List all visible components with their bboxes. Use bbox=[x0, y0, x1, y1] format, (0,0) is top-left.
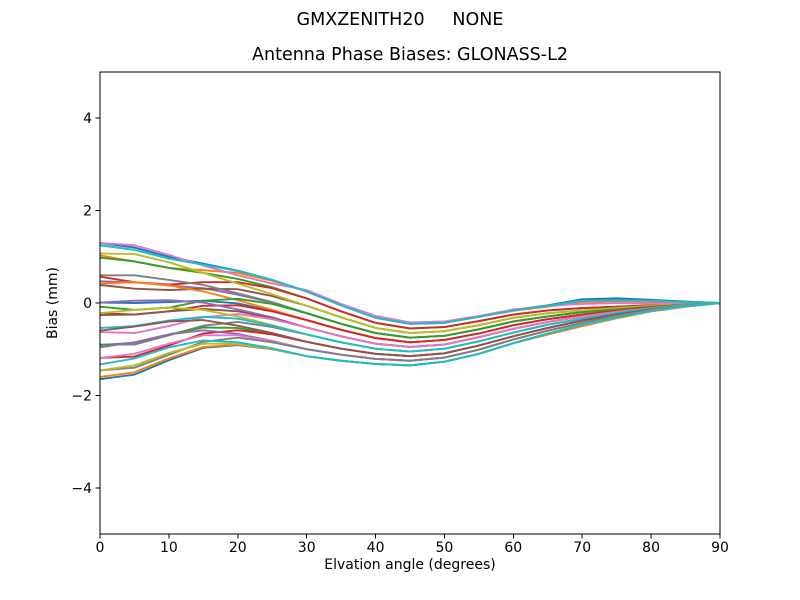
series-line-8 bbox=[99, 252, 721, 334]
y-axis-label: Bias (mm) bbox=[45, 267, 61, 339]
y-tick-label: −2 bbox=[71, 388, 92, 404]
y-tick-label: 2 bbox=[83, 204, 92, 220]
x-tick-label: 20 bbox=[229, 540, 247, 556]
x-tick-label: 70 bbox=[573, 540, 591, 556]
x-tick-label: 90 bbox=[711, 540, 729, 556]
x-tick-label: 30 bbox=[298, 540, 316, 556]
x-tick-label: 80 bbox=[642, 540, 660, 556]
series-lines bbox=[99, 241, 721, 381]
tick-labels: 0 10 20 30 40 50 60 70 80 90 −4 −2 0 2 4 bbox=[71, 111, 729, 556]
x-tick-label: 60 bbox=[504, 540, 522, 556]
x-axis-label: Elvation angle (degrees) bbox=[324, 557, 495, 573]
series-line-29 bbox=[99, 302, 721, 367]
axes-frame bbox=[95, 71, 721, 539]
x-tick-label: 10 bbox=[160, 540, 178, 556]
x-tick-label: 50 bbox=[435, 540, 453, 556]
series-line-9 bbox=[99, 244, 721, 325]
x-tick-label: 40 bbox=[367, 540, 385, 556]
series-line-27 bbox=[99, 302, 721, 372]
y-tick-label: 0 bbox=[83, 296, 92, 312]
figure-suptitle: GMXZENITH20 NONE bbox=[297, 10, 504, 30]
series-line-12 bbox=[99, 297, 721, 339]
y-tick-label: −4 bbox=[71, 481, 92, 497]
y-tick-label: 4 bbox=[83, 111, 92, 127]
series-line-3 bbox=[99, 275, 721, 330]
axes-title: Antenna Phase Biases: GLONASS-L2 bbox=[252, 45, 568, 65]
x-tick-label: 0 bbox=[96, 540, 105, 556]
series-line-19 bbox=[99, 302, 721, 353]
series-line-25 bbox=[99, 302, 721, 358]
